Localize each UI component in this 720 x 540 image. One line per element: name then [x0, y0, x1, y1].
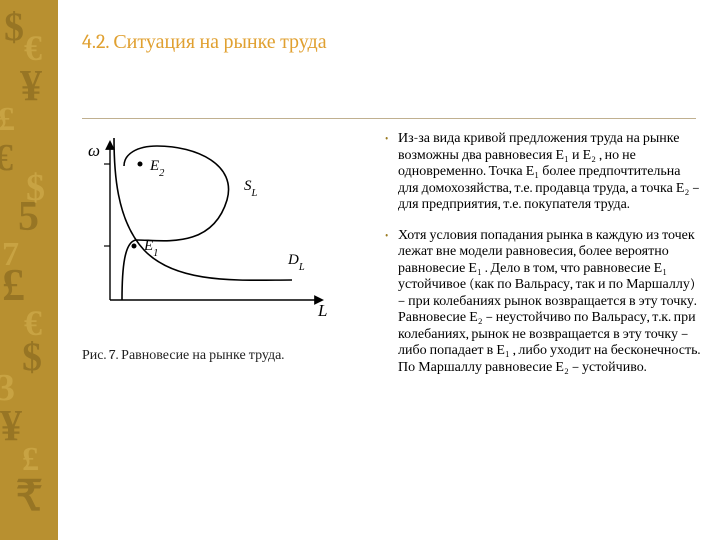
- bullet-2: • Хотя условия попадания рынка в каждую …: [384, 227, 704, 376]
- svg-text:£: £: [22, 441, 39, 478]
- svg-text:ω: ω: [88, 141, 100, 160]
- content-area: 4.2. Ситуация на рынке труда ωLSLDLE2E1 …: [58, 0, 720, 540]
- bullet-text: Хотя условия попадания рынка в каждую из…: [398, 227, 704, 376]
- svg-text:€: €: [24, 28, 42, 68]
- section-title: 4.2. Ситуация на рынке труда: [82, 30, 327, 54]
- svg-text:₹: ₹: [16, 474, 43, 520]
- svg-text:$: $: [4, 4, 24, 49]
- svg-text:E2: E2: [149, 158, 165, 179]
- svg-text:€: €: [24, 303, 42, 343]
- labor-market-diagram: ωLSLDLE2E1: [82, 130, 342, 320]
- svg-text:$: $: [26, 167, 45, 209]
- section-divider: [82, 118, 696, 119]
- figure-caption: Рис. 7. Равновесие на рынке труда.: [82, 346, 362, 364]
- svg-text:£: £: [0, 101, 15, 138]
- svg-text:SL: SL: [244, 178, 258, 199]
- bullet-dot-icon: •: [384, 227, 398, 376]
- decorative-background-strip: $ ¥ € 5 £ $ ¥ ₹ € £ $ 7 € 3 £: [0, 0, 58, 540]
- svg-text:€: €: [0, 137, 13, 179]
- svg-text:3: 3: [0, 367, 15, 409]
- bullet-text: Из-за вида кривой предложения труда на р…: [398, 130, 704, 213]
- svg-text:7: 7: [2, 236, 19, 273]
- bullet-dot-icon: •: [384, 130, 398, 213]
- svg-text:L: L: [317, 301, 327, 320]
- text-column: • Из-за вида кривой предложения труда на…: [384, 130, 704, 389]
- bullet-1: • Из-за вида кривой предложения труда на…: [384, 130, 704, 213]
- figure-area: ωLSLDLE2E1 Рис. 7. Равновесие на рынке т…: [82, 130, 362, 364]
- svg-text:¥: ¥: [20, 61, 42, 110]
- svg-text:DL: DL: [287, 252, 305, 273]
